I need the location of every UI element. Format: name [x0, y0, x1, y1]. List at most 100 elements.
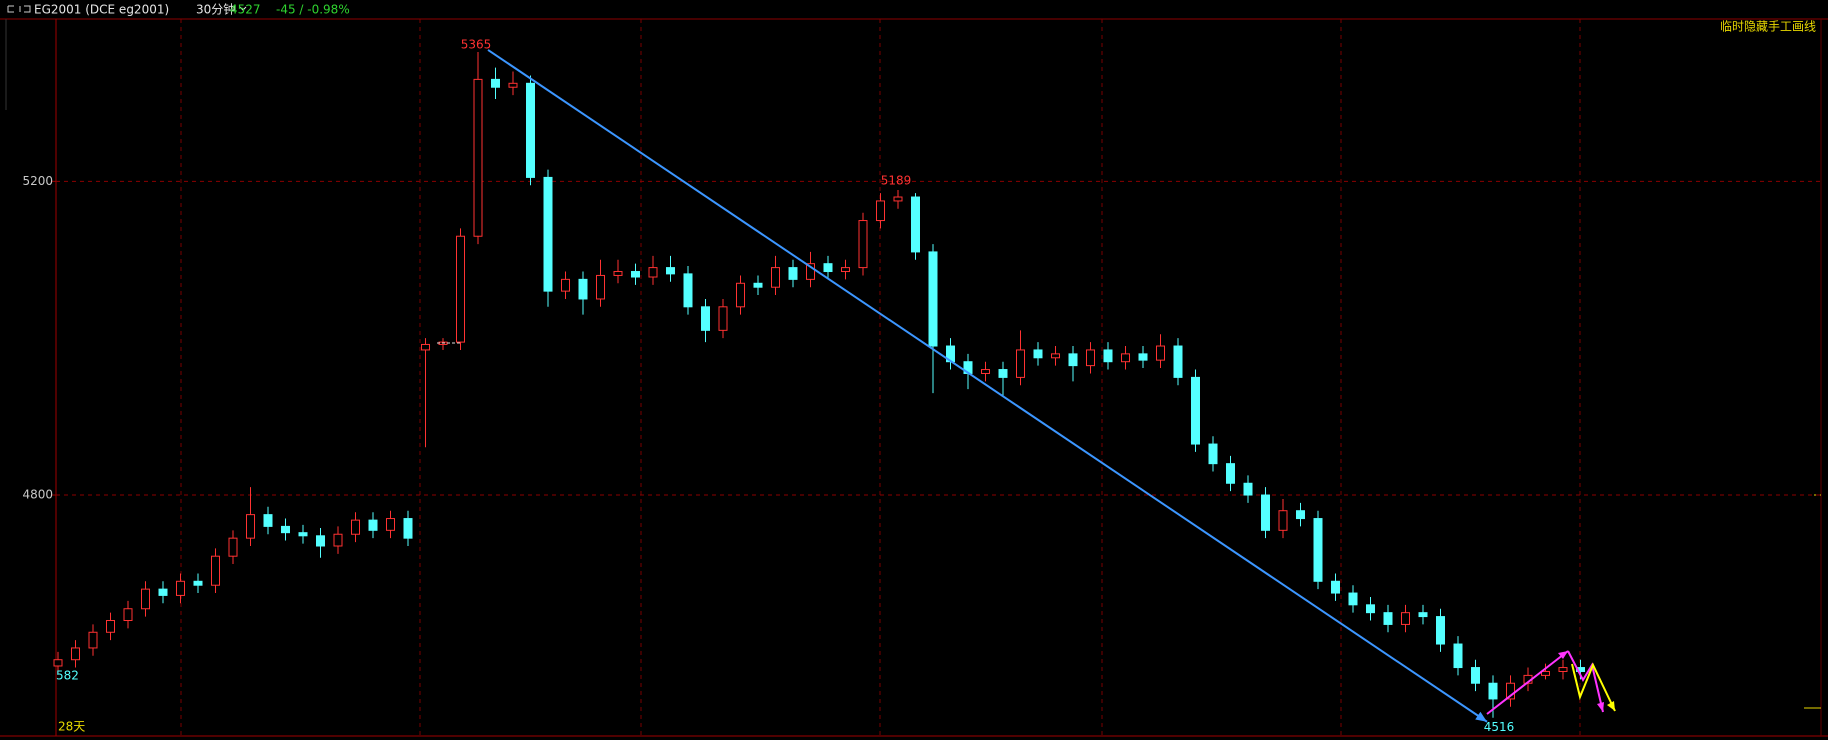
last-price: 4527: [230, 3, 261, 17]
trend-arrowhead: [1475, 711, 1487, 722]
candle-body: [211, 555, 220, 586]
candle-body: [1453, 643, 1463, 669]
candle-body: [88, 631, 98, 649]
trend-line: [487, 49, 1488, 723]
candle-body: [701, 306, 710, 331]
candle-body: [1191, 376, 1200, 445]
arrowhead: [1607, 701, 1615, 711]
candle-body: [193, 580, 203, 586]
hide-drawings-button[interactable]: 临时隐藏手工画线: [1720, 20, 1816, 34]
candle-body: [298, 532, 308, 537]
candle-body: [281, 525, 290, 534]
candle-body: [1016, 349, 1025, 378]
period-dropdown[interactable]: [239, 6, 247, 11]
y-tick-label: 4800: [22, 488, 53, 502]
candle-body: [1173, 345, 1183, 378]
candle-body: [1488, 682, 1498, 700]
candle-body: [508, 82, 518, 88]
candle-body: [263, 514, 273, 527]
switch-icon[interactable]: [7, 5, 31, 13]
candle-body: [1558, 667, 1568, 672]
candle-body: [386, 518, 395, 531]
candle-body: [1436, 616, 1445, 645]
candle-body: [1086, 349, 1095, 367]
candle-body: [771, 267, 780, 288]
candle-body: [998, 369, 1008, 378]
extreme-label: 582: [56, 668, 79, 682]
candle-body: [1156, 345, 1165, 361]
candle-body: [1121, 353, 1130, 363]
candle-body: [1313, 518, 1323, 582]
candle-body: [648, 267, 658, 278]
y-tick-label: 5200: [22, 174, 53, 188]
candle-body: [683, 273, 693, 308]
candle-body: [1296, 510, 1305, 520]
candle-body: [1103, 349, 1113, 363]
candle-body: [228, 537, 238, 557]
extreme-label: 4516: [1484, 720, 1515, 734]
symbol-title: EG2001 (DCE eg2001): [34, 3, 169, 17]
candle-body: [578, 278, 588, 300]
candle-body: [176, 580, 185, 596]
candle-body: [1208, 443, 1218, 465]
candle-body: [158, 588, 168, 596]
header: EG2001 (DCE eg2001) 30分钟 4527 -45 / -0.9…: [7, 2, 1816, 34]
candle-body: [1506, 682, 1515, 700]
candle-body: [666, 267, 675, 275]
candle-body: [876, 200, 885, 222]
candle-body: [1243, 482, 1253, 496]
candle-body: [1471, 667, 1480, 684]
candle-body: [753, 282, 763, 288]
period[interactable]: 30分钟: [196, 2, 235, 17]
candle-body: [788, 267, 798, 280]
arrowhead: [1597, 702, 1604, 712]
candle-body: [981, 369, 990, 374]
candle-body: [351, 519, 360, 535]
candle-body: [1366, 604, 1375, 614]
drawn-arrow: [1567, 650, 1604, 713]
candle-body: [858, 220, 868, 269]
candle-body: [491, 78, 500, 88]
extreme-label: 5189: [881, 173, 912, 187]
candle-body: [1051, 353, 1060, 359]
candle-body: [456, 235, 465, 343]
candle-body: [106, 620, 115, 633]
candle-body: [1261, 494, 1270, 531]
plot: 4800 5200: [22, 51, 1821, 718]
candle-body: [613, 271, 623, 276]
candle-body: [806, 263, 815, 280]
candle-body: [1278, 510, 1288, 531]
candle-body: [1331, 580, 1340, 594]
candle-body: [316, 535, 325, 547]
candle-body: [1418, 612, 1428, 618]
candle-body: [1383, 612, 1393, 625]
candle-body: [403, 518, 413, 539]
candle-body: [53, 659, 63, 667]
candle-body: [596, 274, 605, 300]
extreme-label: 5365: [461, 37, 492, 51]
candle-body: [823, 263, 833, 273]
candle-body: [71, 647, 80, 661]
candle-body: [893, 196, 903, 202]
candle-body: [928, 251, 938, 347]
candle-body: [1068, 353, 1078, 367]
candle-body: [543, 176, 553, 292]
drawn-arrow: [1486, 650, 1569, 715]
range-label: 28天: [58, 720, 85, 734]
candle-body: [1541, 670, 1550, 676]
candle-body: [561, 278, 570, 292]
price-change: -45 / -0.98%: [276, 3, 350, 17]
candle-body: [718, 306, 728, 331]
arrowhead: [1558, 651, 1568, 659]
candle-body: [141, 588, 150, 610]
candle-body: [1226, 463, 1235, 484]
candle-body: [526, 82, 535, 178]
candle-body: [473, 78, 483, 237]
candle-body: [736, 282, 745, 308]
candle-body: [1138, 353, 1148, 361]
candle-body: [421, 343, 430, 351]
candle-body: [631, 271, 640, 278]
